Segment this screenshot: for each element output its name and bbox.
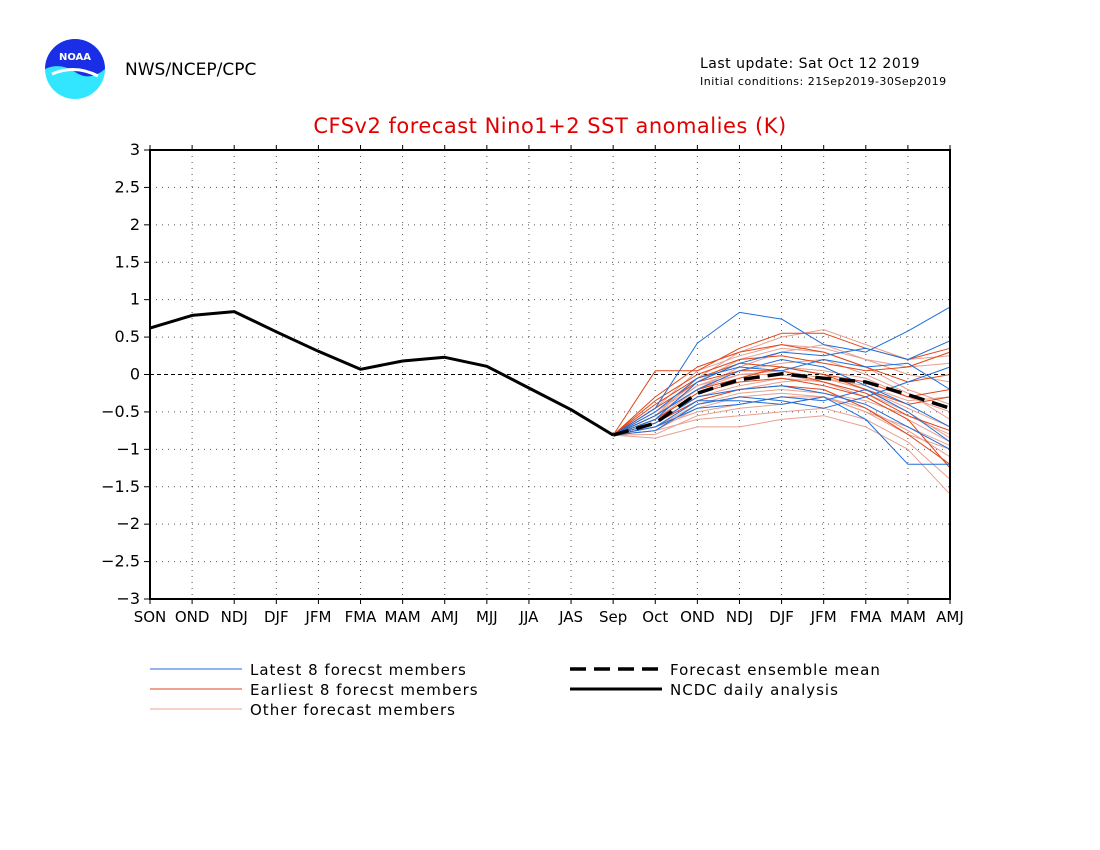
latest-member-line (613, 396, 950, 465)
legend-label-mean: Forecast ensemble mean (670, 661, 881, 679)
latest-member-line (612, 306, 951, 436)
y-tick-label: −1 (116, 439, 140, 458)
last-update: Last update: Sat Oct 12 2019 (700, 56, 921, 72)
x-tick-label: JJA (519, 608, 540, 626)
other-member-line (612, 347, 951, 436)
legend-label-earliest: Earliest 8 forecst members (250, 681, 479, 699)
x-tick-label: Sep (599, 608, 627, 626)
x-tick-label: JAS (558, 608, 583, 626)
earliest-member-line (612, 351, 951, 436)
x-tick-label: AMJ (431, 608, 459, 626)
y-tick-label: 0.5 (115, 327, 140, 346)
other-member-line (613, 389, 951, 436)
y-tick-label: −2.5 (101, 552, 140, 571)
x-tick-label: OND (680, 608, 715, 626)
latest-member-line (612, 359, 951, 436)
x-tick-label: FMA (850, 608, 883, 626)
x-tick-label: Oct (642, 608, 668, 626)
logo-text: NOAA (59, 52, 91, 63)
plot-frame (149, 149, 951, 600)
other-member-line (613, 407, 951, 480)
x-tick-label: JFM (810, 608, 837, 626)
y-tick-label: 2.5 (115, 177, 140, 196)
other-member-line (613, 392, 951, 447)
x-tick-label: DJF (769, 608, 794, 626)
other-member-line (613, 415, 951, 495)
y-tick-label: −3 (116, 589, 140, 608)
y-tick-label: −0.5 (101, 402, 140, 421)
x-tick-label: OND (175, 608, 210, 626)
legend-label-analysis: NCDC daily analysis (670, 681, 839, 699)
agency-label: NWS/NCEP/CPC (125, 60, 257, 80)
other-member-line (612, 329, 951, 436)
initial-conditions: Initial conditions: 21Sep2019-30Sep2019 (700, 75, 947, 88)
latest-member-line (612, 359, 951, 436)
legend-label-other: Other forecast members (250, 701, 456, 719)
y-tick-label: 1.5 (115, 252, 140, 271)
x-tick-label: DJF (264, 608, 289, 626)
x-tick-label: MJJ (476, 608, 498, 626)
x-tick-label: FMA (345, 608, 378, 626)
y-tick-label: 3 (130, 140, 140, 159)
x-tick-label: JFM (304, 608, 331, 626)
y-tick-label: −1.5 (101, 477, 140, 496)
x-tick-label: NDJ (726, 608, 753, 626)
chart-title: CFSv2 forecast Nino1+2 SST anomalies (K) (313, 114, 787, 138)
y-tick-label: −2 (116, 514, 140, 533)
analysis-line (149, 310, 614, 437)
y-tick-label: 2 (130, 215, 140, 234)
x-tick-label: SON (134, 608, 167, 626)
y-tick-label: 0 (130, 365, 140, 384)
x-tick-label: MAM (385, 608, 421, 626)
noaa-logo: NOAA (45, 39, 105, 99)
x-tick-label: NDJ (221, 608, 248, 626)
x-tick-label: MAM (890, 608, 926, 626)
latest-member-line (613, 389, 951, 443)
earliest-member-line (613, 377, 951, 469)
x-tick-label: AMJ (936, 608, 964, 626)
legend-label-latest: Latest 8 forecst members (250, 661, 467, 679)
latest-member-line (613, 366, 951, 436)
ensemble-mean-line (612, 372, 951, 437)
y-tick-label: 1 (130, 290, 140, 309)
